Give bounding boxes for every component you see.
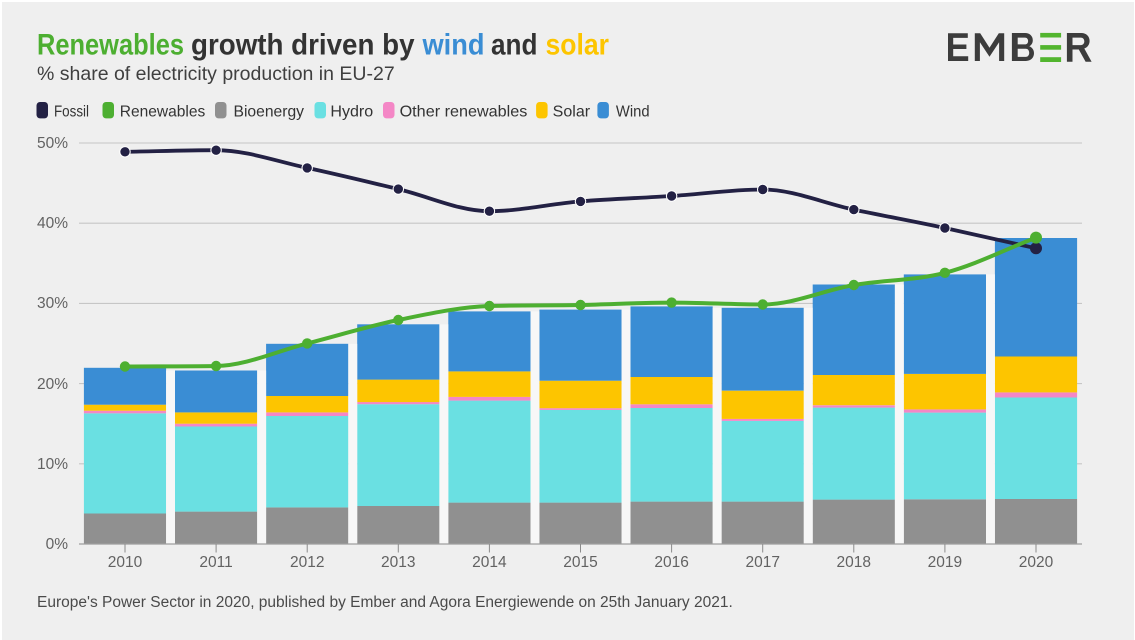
svg-text:Solar: Solar xyxy=(553,103,590,120)
svg-text:30%: 30% xyxy=(37,295,68,312)
svg-text:2020: 2020 xyxy=(1019,554,1054,571)
svg-text:40%: 40% xyxy=(37,215,68,232)
svg-text:20%: 20% xyxy=(37,376,68,393)
svg-text:Fossil: Fossil xyxy=(54,103,89,120)
svg-text:2019: 2019 xyxy=(928,554,962,571)
svg-text:growth driven by: growth driven by xyxy=(191,29,415,62)
svg-text:2014: 2014 xyxy=(472,554,507,571)
svg-text:Bioenergy: Bioenergy xyxy=(234,103,305,120)
svg-text:2017: 2017 xyxy=(745,554,779,571)
svg-text:Europe's Power Sector in 2020,: Europe's Power Sector in 2020, published… xyxy=(37,594,733,611)
svg-text:Renewables: Renewables xyxy=(37,29,184,62)
svg-text:Renewables: Renewables xyxy=(120,103,206,120)
svg-text:2016: 2016 xyxy=(654,554,688,571)
svg-text:2011: 2011 xyxy=(199,554,232,571)
svg-text:wind: wind xyxy=(422,29,485,62)
svg-text:2012: 2012 xyxy=(290,554,324,571)
svg-text:solar: solar xyxy=(546,29,610,62)
svg-text:2010: 2010 xyxy=(108,554,143,571)
svg-text:2015: 2015 xyxy=(563,554,597,571)
svg-text:50%: 50% xyxy=(37,135,68,152)
svg-text:0%: 0% xyxy=(46,536,69,553)
svg-text:Wind: Wind xyxy=(616,103,650,120)
svg-text:Hydro: Hydro xyxy=(330,103,373,120)
svg-text:Other renewables: Other renewables xyxy=(400,103,528,120)
svg-text:2013: 2013 xyxy=(381,554,415,571)
svg-text:and: and xyxy=(491,29,538,62)
svg-text:2018: 2018 xyxy=(837,554,871,571)
svg-text:10%: 10% xyxy=(37,456,68,473)
svg-text:% share of electricity product: % share of electricity production in EU-… xyxy=(37,63,395,85)
